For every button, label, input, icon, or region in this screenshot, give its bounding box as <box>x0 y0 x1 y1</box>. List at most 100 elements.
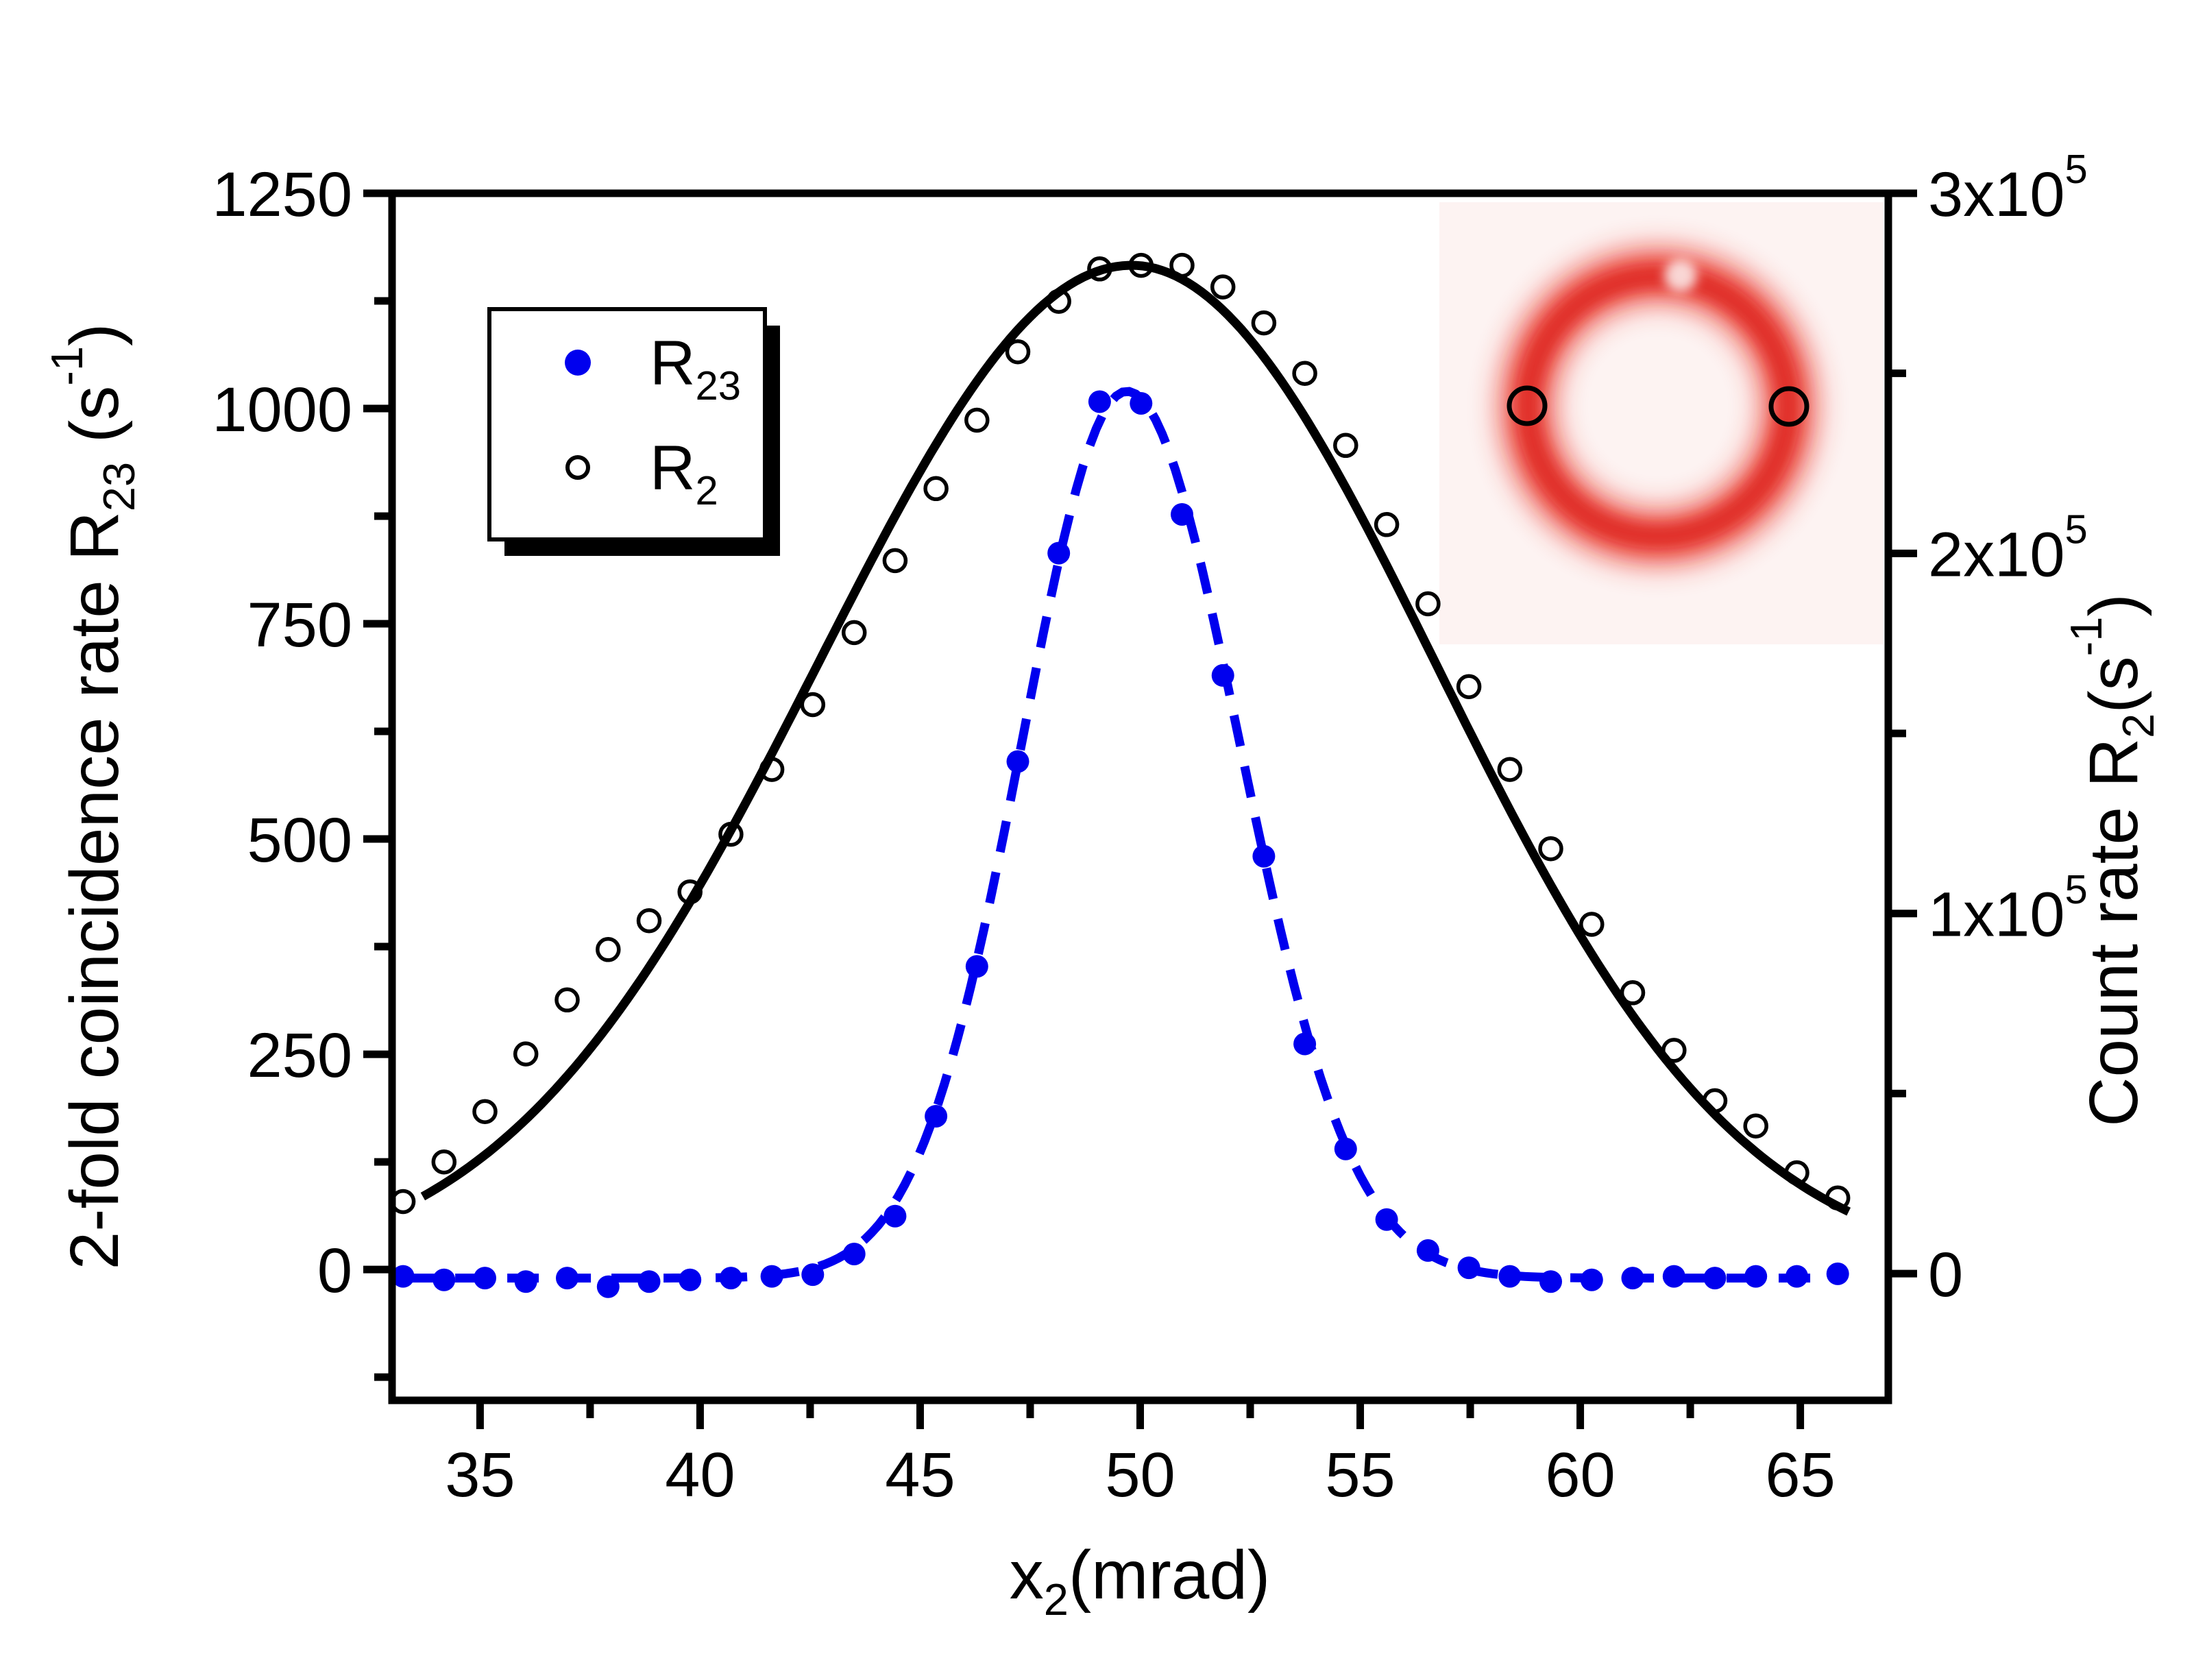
data-point <box>431 1149 457 1175</box>
beam-ring-core <box>1520 268 1796 545</box>
data-point <box>1333 433 1358 459</box>
x-tick-label: 35 <box>445 1440 515 1510</box>
y-right-tick-label: 0 <box>1928 1240 1963 1310</box>
data-point <box>1743 1113 1768 1139</box>
data-point <box>1130 392 1153 415</box>
data-point <box>1538 836 1563 862</box>
data-point <box>1498 1265 1522 1288</box>
data-point <box>719 1267 742 1290</box>
series-r2-points <box>390 252 1851 1215</box>
data-point <box>1785 1265 1808 1288</box>
data-point <box>1210 274 1236 300</box>
data-point <box>1128 252 1154 278</box>
data-point <box>964 407 990 433</box>
x-tick-label: 60 <box>1545 1440 1615 1510</box>
data-point <box>1006 750 1029 773</box>
data-point <box>1292 361 1317 386</box>
data-point <box>474 1267 496 1290</box>
data-point <box>679 1268 702 1291</box>
y-left-tick-label: 250 <box>247 1021 353 1091</box>
fit-curve-r2 <box>420 260 1851 1216</box>
data-point <box>1620 980 1646 1006</box>
data-point <box>596 1275 620 1298</box>
beam-ring-notch <box>1664 259 1697 292</box>
x-tick-label: 55 <box>1325 1440 1395 1510</box>
series-r23-points <box>391 390 1849 1298</box>
data-point <box>1087 256 1112 282</box>
x-tick-label: 45 <box>885 1440 955 1510</box>
y-right-tick-label: 3x105 <box>1928 146 2088 230</box>
data-point <box>882 548 908 574</box>
data-point <box>1456 674 1482 699</box>
data-point <box>1825 1185 1851 1210</box>
data-point <box>1416 1239 1439 1262</box>
x-tick-label: 50 <box>1105 1440 1175 1510</box>
data-point <box>841 620 867 646</box>
y-right-tick-label: 1x105 <box>1928 866 2088 950</box>
legend-box <box>487 307 767 541</box>
y-left-tick-label: 1000 <box>212 375 352 445</box>
detector-position-marker-right <box>1768 386 1809 427</box>
data-point <box>391 1265 415 1288</box>
data-point <box>1252 844 1276 868</box>
data-point <box>1497 757 1523 782</box>
legend: R23 R2 <box>487 307 780 556</box>
data-point <box>1251 310 1277 336</box>
legend-marker-r23-filled-circle-icon <box>565 350 591 376</box>
data-points <box>390 252 1851 1298</box>
data-point <box>801 1263 825 1287</box>
x-tick-label: 65 <box>1765 1440 1835 1510</box>
data-point <box>1293 1032 1317 1056</box>
data-point <box>1005 339 1031 365</box>
data-point <box>1703 1267 1727 1290</box>
data-point <box>923 476 949 502</box>
data-point <box>1579 912 1605 937</box>
data-point <box>760 1265 783 1288</box>
data-point <box>1661 1038 1687 1063</box>
data-point <box>1211 664 1234 687</box>
data-point <box>1046 289 1071 314</box>
data-point <box>1457 1256 1480 1280</box>
data-point <box>1826 1262 1849 1285</box>
y-left-tick-label: 0 <box>317 1236 352 1306</box>
legend-label-r2: R2 <box>650 433 718 513</box>
data-point <box>556 1267 578 1290</box>
data-point <box>800 692 826 718</box>
y-left-tick-label: 1250 <box>212 160 352 230</box>
inset-beam-profile-image <box>1439 202 1884 644</box>
data-point <box>1744 1265 1768 1288</box>
data-point <box>677 879 703 905</box>
data-point <box>1088 390 1111 413</box>
legend-label-r23: R23 <box>650 328 741 409</box>
y-right-tick-label: 2x105 <box>1928 507 2088 590</box>
data-point <box>1702 1088 1728 1114</box>
data-point <box>965 955 988 978</box>
data-point <box>1784 1160 1809 1186</box>
y-left-tick-label: 500 <box>247 805 353 875</box>
data-point <box>842 1243 866 1265</box>
y-left-axis-title: 2-fold coincidence rate R23 (s-1) <box>42 324 144 1270</box>
data-point <box>432 1268 456 1291</box>
data-point <box>514 1270 537 1293</box>
data-point <box>513 1041 539 1067</box>
data-point <box>1334 1137 1357 1160</box>
data-point <box>1662 1265 1685 1288</box>
data-point <box>472 1099 498 1124</box>
axis-ticks <box>363 189 1917 1429</box>
data-point <box>1375 1208 1398 1231</box>
x-tick-label: 40 <box>665 1440 735 1510</box>
data-point <box>636 908 662 934</box>
data-point <box>637 1270 661 1293</box>
data-point <box>759 757 785 782</box>
legend-marker-r2-open-circle-icon <box>565 455 590 480</box>
detector-position-marker-left <box>1507 385 1548 426</box>
data-point <box>596 937 621 962</box>
data-point <box>1539 1270 1562 1293</box>
data-point <box>554 987 580 1013</box>
y-left-tick-label: 750 <box>247 590 353 660</box>
data-point <box>883 1204 907 1228</box>
data-point <box>1374 512 1400 537</box>
axis-tick-labels: 35 40 45 50 55 60 65 0 250 500 750 1000 1250 0 1x105 2x… <box>212 146 2087 1510</box>
